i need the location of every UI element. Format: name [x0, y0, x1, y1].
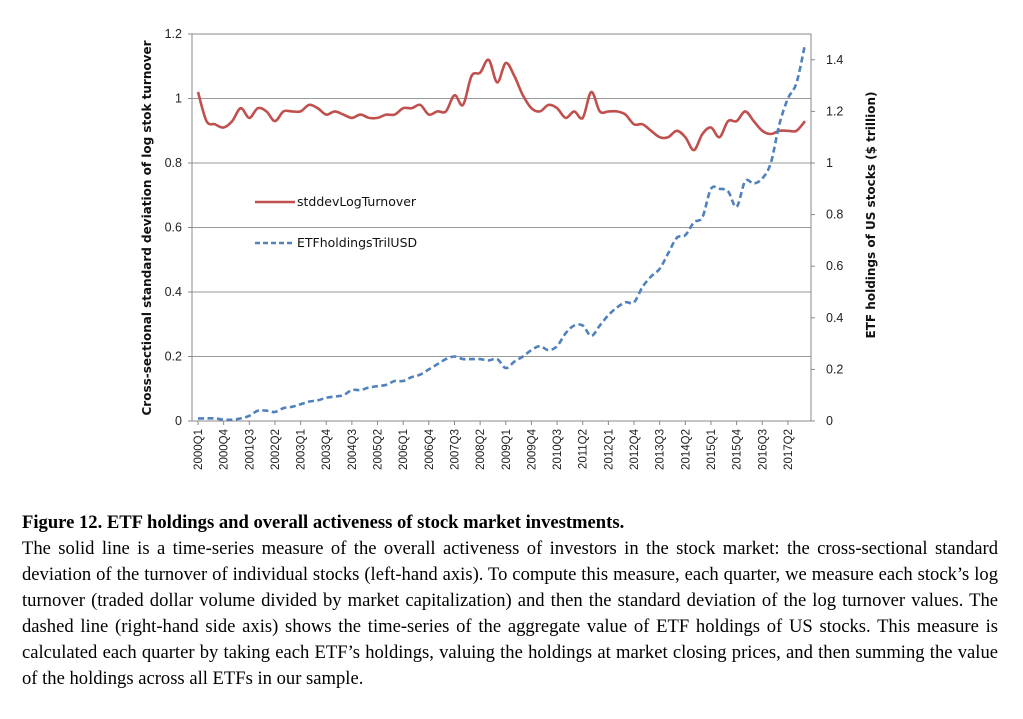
left-tick-label: 0.8 [165, 156, 182, 170]
right-tick-label: 0 [826, 414, 833, 428]
x-tick-label: 2012Q1 [603, 429, 615, 470]
left-tick-label: 0.2 [165, 350, 182, 364]
x-tick-label: 2008Q2 [475, 429, 487, 470]
x-tick-label: 2000Q1 [193, 429, 205, 470]
x-tick-label: 2001Q3 [244, 429, 256, 470]
left-tick-label: 0.6 [165, 221, 182, 235]
left-axis-ticks: 0 0.2 0.4 0.6 0.8 1 1.2 [165, 27, 192, 428]
x-tick-label: 2003Q4 [321, 428, 333, 470]
right-tick-label: 1.4 [826, 53, 843, 67]
x-tick-label: 2011Q2 [578, 429, 590, 469]
legend: stddevLogTurnover ETFholdingsTrilUSD [255, 194, 417, 250]
x-tick-label: 2002Q2 [270, 429, 282, 470]
x-tick-label: 2004Q3 [347, 429, 359, 470]
left-tick-label: 0.4 [165, 285, 182, 299]
caption-body: The solid line is a time-series measure … [22, 538, 998, 689]
right-tick-label: 0.4 [826, 311, 843, 325]
x-tick-label: 2015Q1 [706, 429, 718, 470]
left-tick-label: 1.2 [165, 27, 182, 41]
right-tick-label: 0.6 [826, 259, 843, 273]
x-tick-label: 2009Q1 [501, 429, 513, 470]
x-tick-label: 2015Q4 [732, 428, 744, 470]
left-tick-label: 0 [175, 414, 182, 428]
x-tick-label: 2003Q1 [296, 429, 308, 470]
x-tick-label: 2006Q1 [398, 429, 410, 470]
right-tick-label: 0.8 [826, 208, 843, 222]
etf-chart: 0 0.2 0.4 0.6 0.8 1 1.2 0 0.2 0.4 0.6 0.8 1 1.2 1.4 2… [140, 27, 878, 470]
x-tick-label: 2010Q3 [552, 429, 564, 470]
x-tick-label: 2007Q3 [449, 429, 461, 470]
legend-label-stddev: stddevLogTurnover [297, 194, 417, 209]
legend-label-etf: ETFholdingsTrilUSD [297, 235, 417, 250]
right-tick-label: 0.2 [826, 362, 843, 376]
x-tick-label: 2006Q4 [424, 428, 436, 470]
left-tick-label: 1 [175, 92, 182, 106]
right-tick-label: 1 [826, 156, 833, 170]
figure-caption: Figure 12. ETF holdings and overall acti… [22, 510, 998, 692]
left-axis-title: Cross-sectional standard deviation of lo… [140, 40, 154, 415]
x-tick-label: 2012Q4 [629, 428, 641, 470]
x-tick-label: 2009Q4 [526, 428, 538, 470]
right-axis-ticks: 0 0.2 0.4 0.6 0.8 1 1.2 1.4 [811, 53, 843, 428]
series-line-etf-holdings [198, 44, 807, 422]
x-tick-label: 2014Q2 [680, 429, 692, 470]
x-axis-ticks: 2000Q1 2000Q4 2001Q3 2002Q2 2003Q1 2003Q4 2004… [193, 421, 795, 470]
x-tick-label: 2016Q3 [757, 429, 769, 470]
series-layer [196, 44, 807, 422]
series-line-stddev-log-turnover [196, 58, 807, 152]
x-tick-label: 2000Q4 [219, 428, 231, 470]
caption-title: Figure 12. ETF holdings and overall acti… [22, 512, 625, 533]
right-axis-title: ETF holdings of US stocks ($ trillion) [864, 92, 878, 339]
x-tick-label: 2017Q2 [783, 429, 795, 470]
x-tick-label: 2005Q2 [373, 429, 385, 470]
right-tick-label: 1.2 [826, 104, 843, 118]
x-tick-label: 2013Q3 [655, 429, 667, 470]
